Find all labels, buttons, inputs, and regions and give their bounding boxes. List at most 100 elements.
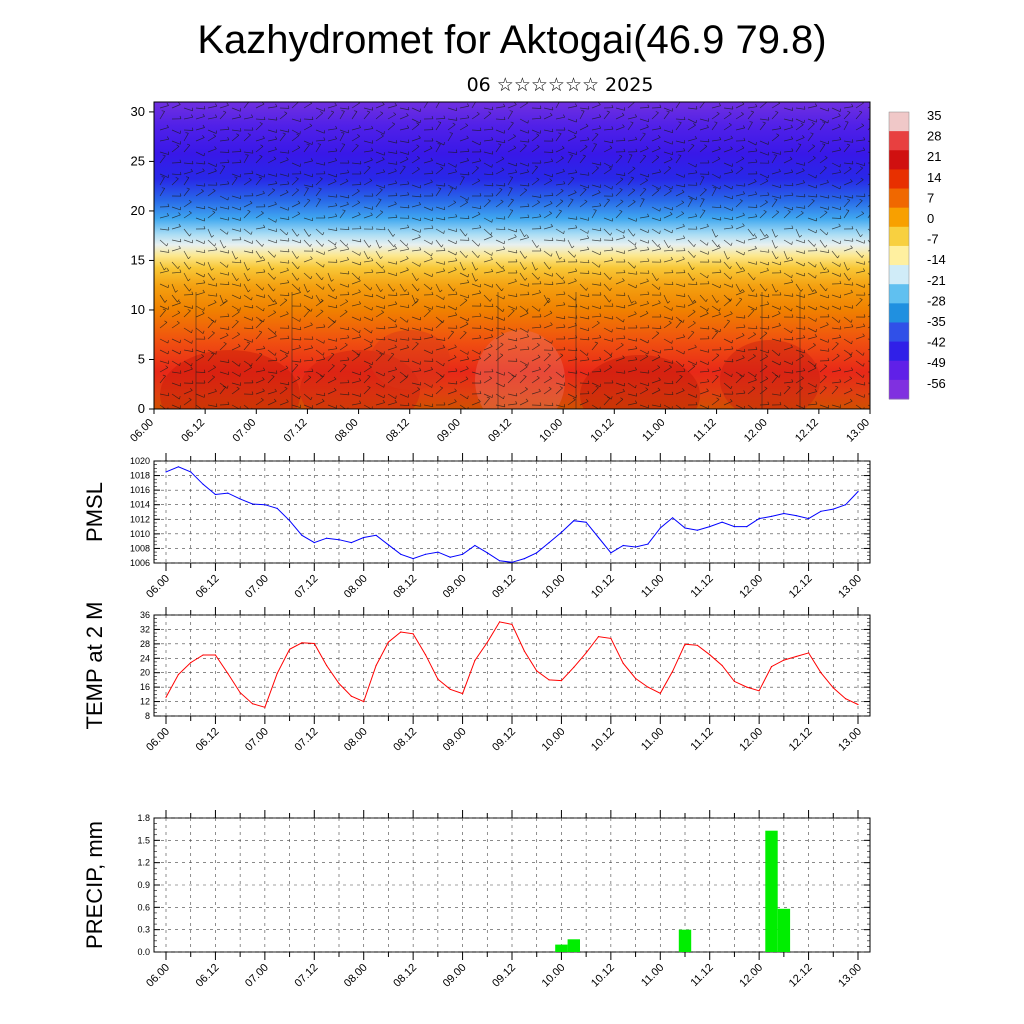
wind-barb bbox=[315, 129, 325, 134]
wind-barb-flag bbox=[359, 225, 362, 229]
wind-barb-flag bbox=[587, 172, 590, 176]
wind-barb bbox=[339, 111, 345, 120]
wind-barb-flag bbox=[730, 276, 733, 280]
data-point bbox=[672, 517, 674, 519]
data-point bbox=[486, 552, 488, 554]
wind-barb bbox=[351, 136, 360, 142]
wind-barb bbox=[735, 147, 745, 153]
wind-barb-flag bbox=[563, 324, 566, 328]
wind-barb-flag bbox=[366, 110, 370, 113]
wind-barb-flag bbox=[474, 100, 477, 101]
wind-barb bbox=[183, 116, 193, 120]
wind-barb bbox=[759, 261, 769, 266]
wind-barb bbox=[267, 360, 278, 362]
x-tick-label: 07.00 bbox=[243, 962, 271, 990]
wind-barb-flag bbox=[343, 363, 347, 366]
wind-barb-flag bbox=[466, 356, 470, 360]
wind-barb-flag bbox=[333, 376, 337, 380]
wind-barb-flag bbox=[743, 324, 746, 328]
wind-barb-flag bbox=[308, 375, 312, 378]
wind-barb bbox=[507, 327, 517, 332]
wind-barb bbox=[315, 376, 324, 384]
wind-barb bbox=[375, 338, 386, 341]
wind-barb-flag bbox=[743, 137, 746, 141]
wind-barb-flag bbox=[178, 102, 181, 105]
wind-barb-flag bbox=[346, 257, 349, 260]
data-point bbox=[363, 701, 365, 703]
wind-barb bbox=[195, 184, 205, 187]
wind-barb bbox=[483, 305, 494, 308]
wind-barb bbox=[483, 128, 494, 131]
wind-barb bbox=[159, 138, 169, 142]
wind-barb bbox=[831, 327, 841, 330]
wind-barb-flag bbox=[394, 399, 397, 403]
wind-barb bbox=[195, 282, 205, 285]
wind-barb bbox=[675, 390, 685, 395]
wind-barb bbox=[459, 173, 470, 176]
wind-barb bbox=[303, 173, 313, 178]
wind-barb-flag bbox=[478, 399, 481, 402]
wind-barb bbox=[663, 393, 674, 396]
wind-barb bbox=[507, 310, 515, 318]
wind-barb bbox=[207, 206, 217, 211]
wind-barb-flag bbox=[311, 248, 314, 252]
wind-barb-flag bbox=[417, 387, 420, 390]
wind-barb bbox=[267, 335, 277, 340]
wind-barb bbox=[567, 136, 577, 142]
wind-barb bbox=[255, 305, 264, 312]
wind-barb-flag bbox=[286, 232, 289, 236]
wind-barb bbox=[243, 338, 253, 343]
wind-barb bbox=[327, 195, 337, 198]
wind-barb-flag bbox=[491, 182, 494, 186]
wind-barb bbox=[375, 354, 383, 362]
wind-barb bbox=[711, 327, 721, 333]
wind-barb-flag bbox=[430, 286, 433, 290]
wind-barb bbox=[387, 353, 395, 362]
wind-barb bbox=[591, 305, 601, 310]
wind-barb-flag bbox=[179, 396, 181, 400]
wind-barb bbox=[687, 301, 697, 307]
wind-barb-flag bbox=[714, 330, 718, 333]
wind-barb bbox=[375, 228, 386, 231]
wind-barb bbox=[783, 338, 794, 341]
wind-barb bbox=[171, 206, 181, 211]
wind-barb bbox=[183, 327, 192, 334]
wind-barb-flag bbox=[503, 103, 506, 107]
wind-barb bbox=[399, 258, 409, 263]
wind-barb bbox=[219, 151, 230, 153]
wind-barb-flag bbox=[622, 234, 625, 238]
wind-barb-flag bbox=[657, 387, 661, 391]
wind-barb-flag bbox=[876, 337, 877, 340]
data-point bbox=[857, 491, 859, 493]
wind-barb-flag bbox=[595, 385, 599, 388]
wind-barb bbox=[279, 299, 288, 307]
precip-panel: 0.00.30.60.91.21.51.806.00 06.12 07.00 07.1… bbox=[82, 810, 871, 990]
wind-barb-flag bbox=[395, 319, 397, 323]
data-point bbox=[820, 672, 822, 674]
x-tick-label: 06.12 bbox=[194, 962, 222, 990]
wind-barb-flag bbox=[369, 343, 373, 347]
wind-barb-flag bbox=[740, 266, 744, 270]
wind-barb-flag bbox=[247, 268, 251, 271]
wind-barb bbox=[291, 239, 301, 244]
wind-barb-flag bbox=[790, 344, 793, 348]
heatmap-x-tick-label: 06.12 bbox=[179, 417, 207, 445]
wind-barb bbox=[279, 388, 288, 395]
wind-barb-flag bbox=[438, 187, 442, 189]
y-tick-label: 1020 bbox=[130, 456, 150, 466]
wind-barb-flag bbox=[202, 289, 205, 293]
wind-barb bbox=[843, 106, 853, 109]
wind-barb-flag bbox=[299, 170, 302, 174]
precip-bar bbox=[765, 830, 778, 952]
wind-barb-flag bbox=[671, 307, 673, 311]
wind-barb bbox=[399, 115, 409, 120]
wind-barb bbox=[795, 250, 805, 254]
data-point bbox=[523, 650, 526, 652]
colorbar-tick-label: -28 bbox=[927, 293, 946, 308]
wind-barb-flag bbox=[874, 102, 876, 104]
wind-barb-flag bbox=[275, 117, 278, 121]
wind-barb bbox=[795, 118, 805, 124]
wind-barb bbox=[747, 140, 757, 146]
wind-barb-flag bbox=[847, 268, 850, 271]
wind-barb bbox=[219, 239, 225, 249]
